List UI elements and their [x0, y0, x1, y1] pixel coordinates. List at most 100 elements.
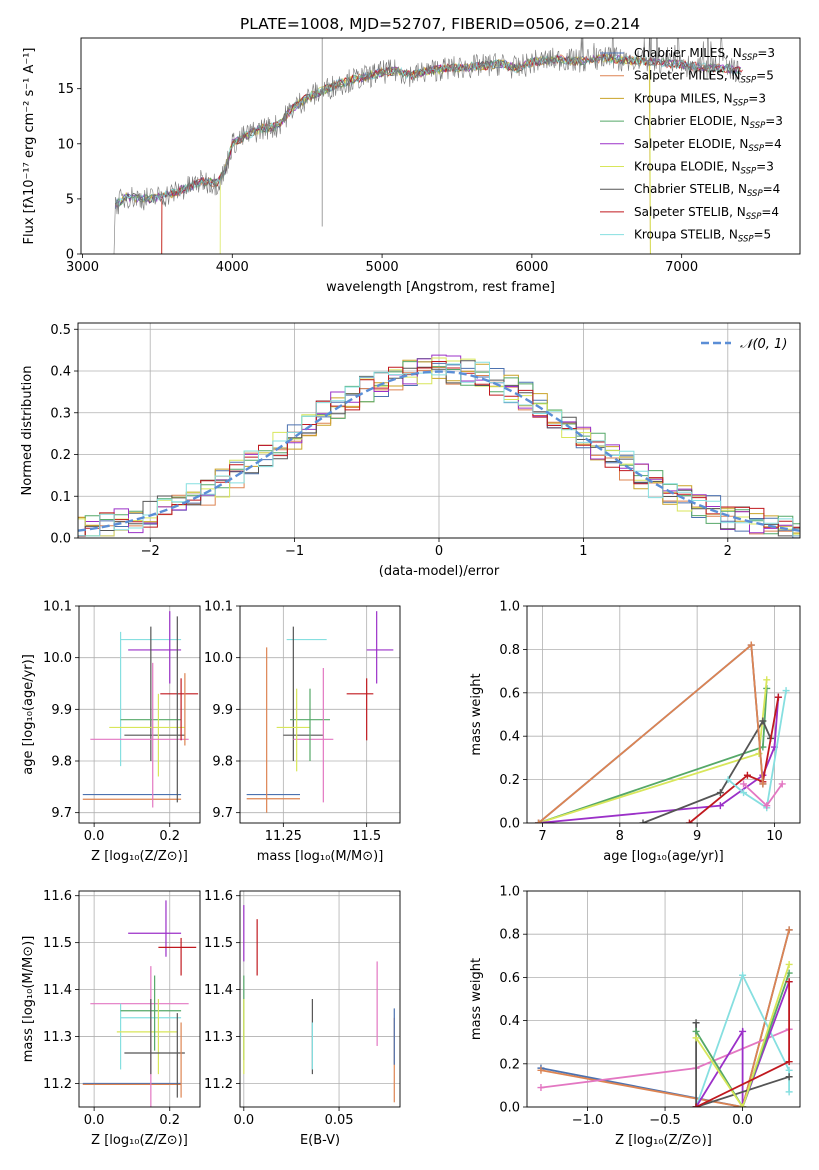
weight-marker-salpeter_miles	[537, 1066, 545, 1074]
weight-line-salpeter_stelib	[688, 696, 780, 823]
x-tick-label: 3000	[66, 260, 99, 275]
massweight_vs_Z-axes: −1.0 −0.5 0.0 0.0 0.2 0.4 0.6 0.8 1.0 Z [log₁₀(Z/…	[469, 885, 800, 1148]
y-axis-label: mass [log₁₀(M/M⊙)]	[21, 936, 36, 1063]
weight-marker-pink	[537, 1084, 545, 1092]
y-tick-label: 9.7	[51, 806, 72, 821]
weight-line-salpeter_miles	[540, 929, 790, 1107]
x-tick-label: 4000	[216, 260, 249, 275]
x-axis-label: Z [log₁₀(Z/Z⊙)]	[91, 1133, 188, 1148]
spectrum-model-kroupa_stelib	[115, 55, 742, 208]
x-tick-label: 0.2	[159, 829, 180, 844]
weight-line-chabrier_elodie	[538, 688, 768, 823]
y-tick-label: 0.4	[50, 365, 71, 380]
mass_vs_Z-axes: 0.0 0.2 11.2 11.3 11.4 11.5 11.6 Z [log₁₀(Z/Z⊙)…	[21, 889, 200, 1148]
y-tick-label: 0	[66, 248, 74, 263]
weight-marker-kroupa_elodie	[739, 1103, 747, 1107]
weight-marker-kroupa_stelib	[739, 971, 747, 979]
y-tick-label: 0.8	[499, 928, 520, 943]
y-tick-label: 10.0	[204, 651, 233, 666]
weight-marker-chabrier_stelib	[692, 1019, 700, 1027]
histogram-kroupa_elodie	[78, 357, 800, 537]
y-tick-label: 9.8	[212, 755, 233, 770]
weight-line-chabrier_elodie	[695, 972, 790, 1107]
y-tick-label: 11.4	[204, 983, 233, 998]
spectrum-axes: 3000 4000 5000 6000 7000 0 5 10 15 wavelength [An…	[22, 48, 698, 296]
x-axis-label: wavelength [Angstrom, rest frame]	[326, 280, 555, 295]
weight-line-salpeter_miles	[538, 643, 764, 823]
weight-marker-kroupa_stelib	[724, 776, 732, 784]
figure-title: PLATE=1008, MJD=52707, FIBERID=0506, z=0…	[240, 15, 640, 33]
legend-label-chabrier_miles: Chabrier MILES, NSSP=3	[634, 46, 775, 63]
massweight_vs_Z-plot-area	[537, 926, 793, 1107]
x-tick-label: 7	[538, 829, 546, 844]
weight-line-kroupa_stelib	[695, 972, 790, 1107]
x-tick-label: 9	[693, 829, 701, 844]
weight-marker-salpeter_stelib	[685, 819, 693, 823]
weight-marker-kroupa_stelib	[785, 1066, 793, 1074]
x-tick-label: 0.05	[325, 1113, 354, 1128]
y-tick-label: 0.2	[499, 1057, 520, 1072]
weight-marker-kroupa_elodie	[785, 960, 793, 968]
legend-label-chabrier_elodie: Chabrier ELODIE, NSSP=3	[634, 114, 783, 131]
y-tick-label: 9.9	[212, 703, 233, 718]
histogram-salpeter_stelib	[78, 361, 800, 537]
mass_vs_ebv-axes: 0.0 0.05 11.2 11.3 11.4 11.5 11.6 E(B-V)	[204, 889, 400, 1148]
legend-label-chabrier_stelib: Chabrier STELIB, NSSP=4	[634, 182, 780, 199]
weight-marker-salpeter_stelib	[785, 1058, 793, 1066]
age_vs_mass-frame	[239, 605, 401, 824]
y-tick-label: 10.1	[43, 600, 72, 615]
x-tick-label: 10	[766, 829, 783, 844]
x-tick-label: −1	[285, 544, 304, 559]
y-tick-label: 10.0	[43, 651, 72, 666]
legend-label-salpeter_stelib: Salpeter STELIB, NSSP=4	[634, 205, 779, 222]
weight-marker-salpeter_stelib	[692, 1103, 700, 1107]
weight-marker-kroupa_elodie	[755, 750, 763, 758]
x-axis-label: mass [log₁₀(M/M⊙)]	[257, 849, 384, 864]
y-tick-label: 0.4	[499, 1014, 520, 1029]
y-tick-label: 10.1	[204, 600, 233, 615]
weight-marker-salpeter_stelib	[785, 978, 793, 986]
x-tick-label: 6000	[515, 260, 548, 275]
spectrum-model-kroupa_elodie	[219, 52, 651, 254]
legend-label-kroupa_stelib: Kroupa STELIB, NSSP=5	[634, 228, 771, 245]
weight-marker-salpeter_stelib	[743, 771, 751, 779]
weight-marker-kroupa_elodie	[692, 1034, 700, 1042]
weight-marker-pink	[778, 780, 786, 788]
x-tick-label: 11.25	[265, 829, 302, 844]
legend-label-salpeter_elodie: Salpeter ELODIE, NSSP=4	[634, 137, 782, 154]
x-axis-label: E(B-V)	[300, 1133, 340, 1148]
y-tick-label: 0.0	[499, 1101, 520, 1116]
y-tick-label: 0.6	[499, 971, 520, 986]
massweight_vs_age-frame	[526, 605, 801, 824]
x-axis-label: age [log₁₀(age/yr)]	[603, 849, 724, 864]
weight-line-chabrier_miles	[538, 643, 764, 823]
spectrum-frame	[80, 37, 801, 255]
y-tick-label: 10	[57, 137, 74, 152]
weight-marker-chabrier_elodie	[692, 1027, 700, 1035]
histogram-kroupa_miles	[78, 359, 800, 534]
weight-marker-chabrier_stelib	[639, 819, 647, 823]
y-tick-label: 11.2	[204, 1077, 233, 1092]
x-tick-label: 0.0	[233, 1113, 254, 1128]
gaussian-curve	[78, 370, 800, 532]
y-tick-label: 11.5	[43, 936, 72, 951]
spectrum-plot-area	[113, 38, 743, 254]
weight-marker-chabrier_stelib	[716, 789, 724, 797]
legend-label-salpeter_miles: Salpeter MILES, NSSP=5	[634, 69, 774, 86]
weight-line-kroupa_elodie	[538, 679, 768, 823]
y-axis-label: mass weight	[469, 673, 484, 755]
y-axis-label: Normed distribution	[20, 366, 35, 496]
x-tick-label: 0.0	[84, 829, 105, 844]
massweight_vs_age-axes: 7 8 9 10 0.0 0.2 0.4 0.6 0.8 1.0 age [log₁₀(age/yr…	[469, 600, 800, 864]
x-tick-label: 0	[435, 544, 443, 559]
x-tick-label: −1.0	[572, 1113, 604, 1128]
x-axis-label: Z [log₁₀(Z/Z⊙)]	[615, 1133, 712, 1148]
y-tick-label: 11.6	[43, 889, 72, 904]
weight-marker-chabrier_stelib	[759, 717, 767, 725]
spectrum-data	[113, 38, 741, 254]
x-tick-label: 7000	[665, 260, 698, 275]
mass_vs_ebv-frame	[239, 890, 401, 1108]
y-tick-label: 11.5	[204, 936, 233, 951]
